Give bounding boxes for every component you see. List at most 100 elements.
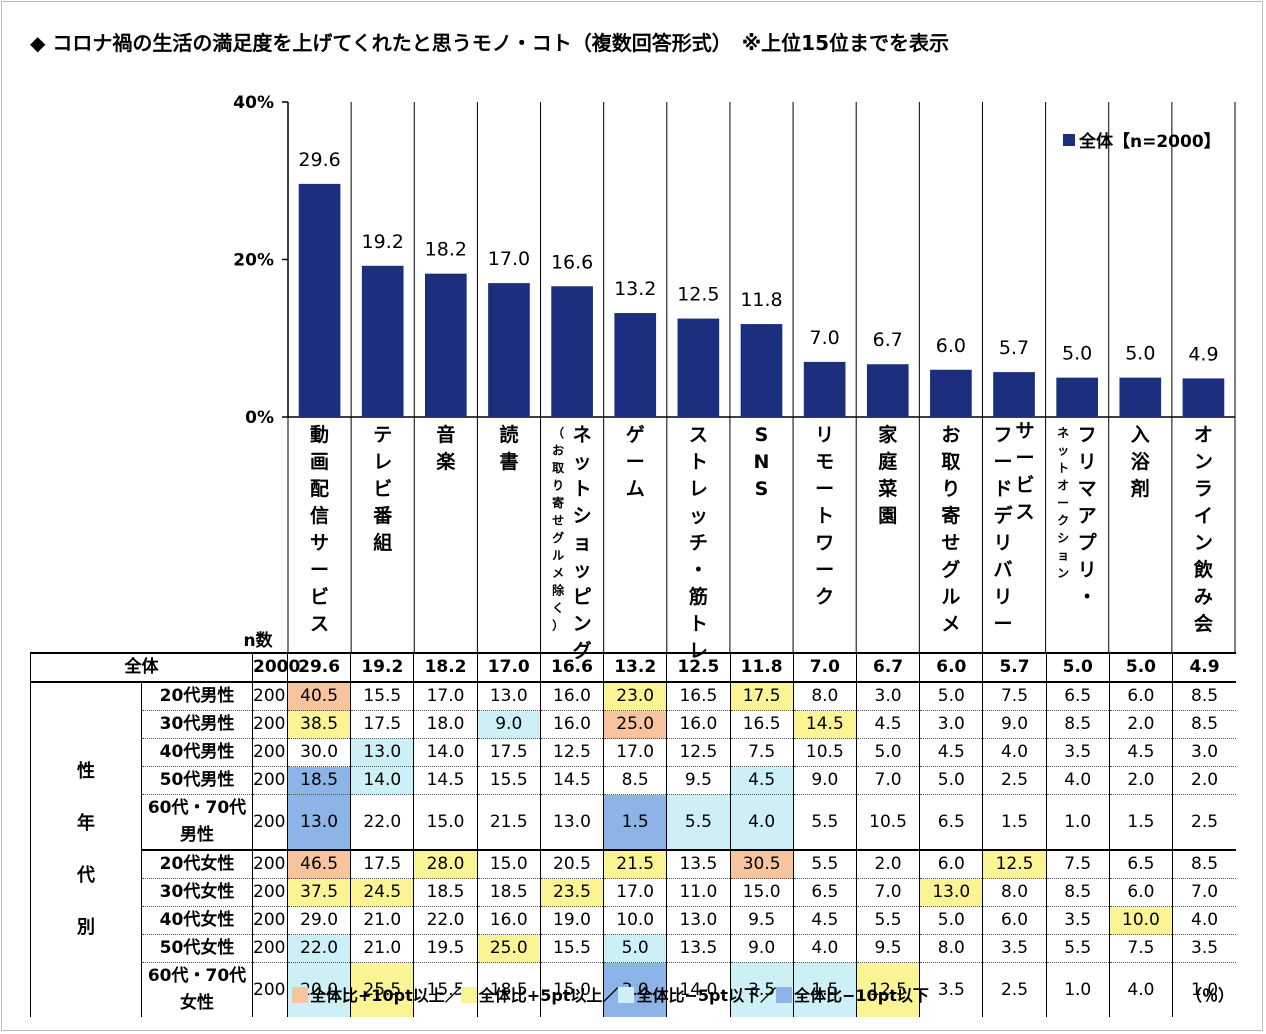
category-label-char: ア	[1078, 505, 1097, 527]
value-cell: 14.0	[413, 738, 478, 767]
value-cell: 19.0	[539, 906, 604, 935]
category-label-char: リ	[994, 532, 1013, 554]
row-label: 全体	[30, 652, 253, 682]
value-cell: 4.0	[792, 934, 857, 963]
value-cell: 16.0	[539, 681, 604, 711]
value-cell: 2.5	[1172, 794, 1236, 850]
table-row: 全体 2000 29.6 19.2 18.2 17.0 16.6 13.2 12.5 11.8 7.…	[30, 652, 1236, 682]
value-cell: 24.5	[350, 878, 414, 907]
category-label-char: （	[552, 425, 564, 440]
bar	[1056, 377, 1099, 417]
value-cell: 2.5	[982, 766, 1047, 795]
bar	[298, 183, 341, 417]
category-label-char: デ	[994, 504, 1014, 527]
n-count-header: n数	[243, 630, 273, 651]
category-label-char: ー	[1016, 447, 1035, 469]
category-label-char: ト	[573, 478, 592, 500]
category-label-char: ネ	[573, 424, 592, 446]
value-cell: 11.8	[729, 652, 794, 682]
value-cell: 30.5	[729, 849, 794, 879]
category-label-char: 音	[436, 423, 455, 446]
value-cell: 17.5	[729, 681, 794, 711]
category-label-char: S	[755, 478, 769, 500]
value-cell: 18.5	[286, 766, 351, 795]
value-cell: 17.0	[603, 738, 667, 767]
value-cell: 22.0	[413, 906, 478, 935]
category-label-char: マ	[1078, 478, 1097, 500]
row-label: 50代女性	[141, 934, 253, 963]
category-label-char: ー	[994, 451, 1013, 473]
group-side-label-char: 代	[77, 865, 95, 886]
value-cell: 10.5	[792, 738, 857, 767]
value-cell: 9.0	[476, 710, 541, 739]
value-cell: 13.0	[666, 906, 731, 935]
value-cell: 16.6	[539, 652, 604, 682]
row-label: 30代女性	[141, 878, 253, 907]
value-cell: 3.5	[1045, 738, 1110, 767]
value-cell: 4.0	[729, 794, 794, 850]
y-tick-label: 40%	[233, 93, 274, 113]
category-label-char: ッ	[689, 505, 708, 527]
bar-value-label: 4.9	[1188, 343, 1218, 365]
value-cell: 18.2	[413, 652, 478, 682]
value-cell: 7.5	[982, 681, 1047, 711]
category-label-char: お	[552, 444, 564, 458]
category-label-char: オ	[1057, 479, 1069, 493]
legend-swatch	[618, 987, 635, 1003]
category-label-char: り	[552, 479, 564, 493]
value-cell: 5.5	[792, 794, 857, 850]
category-label-char: サ	[310, 532, 329, 554]
value-cell: 12.5	[539, 738, 604, 767]
value-cell: 15.5	[350, 681, 414, 711]
value-cell: 3.5	[1045, 906, 1110, 935]
value-cell: 8.5	[1045, 710, 1110, 739]
category-label-char: イ	[1194, 505, 1213, 527]
value-cell: 13.0	[476, 681, 541, 711]
category-label-char: ー	[815, 559, 834, 581]
category-label-char: ピ	[573, 586, 592, 608]
bar-value-label: 7.0	[810, 327, 840, 349]
value-cell: 18.5	[476, 878, 541, 907]
category-label-char: シ	[1057, 531, 1069, 545]
group-side-label: 性年代別	[30, 681, 142, 1017]
value-cell: 5.0	[603, 934, 667, 963]
color-legend: 全体比+10pt以上／ 全体比+5pt以上／ 全体比−5pt以下／ 全体比−10pt以…	[292, 982, 929, 1006]
category-label-char: り	[941, 478, 960, 500]
category-label-char: ッ	[1057, 444, 1069, 458]
value-cell: 29.6	[286, 652, 351, 682]
value-cell: 12.5	[666, 738, 731, 767]
n-count-cell: 200	[252, 962, 288, 1017]
bar-value-label: 29.6	[298, 149, 340, 171]
table-row: 40代女性 200 29.0 21.0 22.0 16.0 19.0 10.0 13.0 9.5 4…	[31, 906, 1236, 935]
value-cell: 7.5	[729, 738, 794, 767]
y-tick-label: 0%	[245, 408, 274, 428]
bar	[803, 361, 846, 417]
category-label-char: ラ	[1194, 478, 1213, 500]
table-row: 60代・70代女性 200 20.0 25.5 15.5 18.5 15.0 3.0 14.0 3…	[31, 962, 1236, 1017]
value-cell: 4.5	[792, 906, 857, 935]
value-cell: 7.5	[1108, 934, 1173, 963]
category-label-char: リ	[994, 586, 1013, 608]
value-cell: 3.0	[603, 962, 667, 1017]
value-cell: 5.5	[792, 849, 857, 879]
value-cell: 17.5	[476, 738, 541, 767]
bar	[677, 318, 720, 417]
category-label-char: 画	[310, 451, 329, 473]
value-cell: 8.5	[1172, 681, 1236, 711]
value-cell: 1.0	[1045, 794, 1110, 850]
value-cell: 3.5	[919, 962, 983, 1017]
category-label-char: 番	[372, 505, 393, 527]
value-cell: 16.5	[666, 681, 731, 711]
value-cell: 23.0	[603, 681, 667, 711]
value-cell: 6.0	[919, 849, 983, 879]
value-cell: 8.5	[1045, 878, 1110, 907]
n-count-cell: 200	[252, 738, 288, 767]
value-cell: 5.7	[982, 652, 1047, 682]
category-label-char: ー	[994, 613, 1013, 635]
category-label-char: く	[552, 601, 564, 615]
category-label-char: レ	[373, 451, 392, 473]
value-cell: 6.5	[919, 794, 983, 850]
legend-label: 全体比−5pt以下／	[636, 986, 777, 1005]
value-cell: 1.5	[603, 794, 667, 850]
value-cell: 17.5	[350, 710, 414, 739]
